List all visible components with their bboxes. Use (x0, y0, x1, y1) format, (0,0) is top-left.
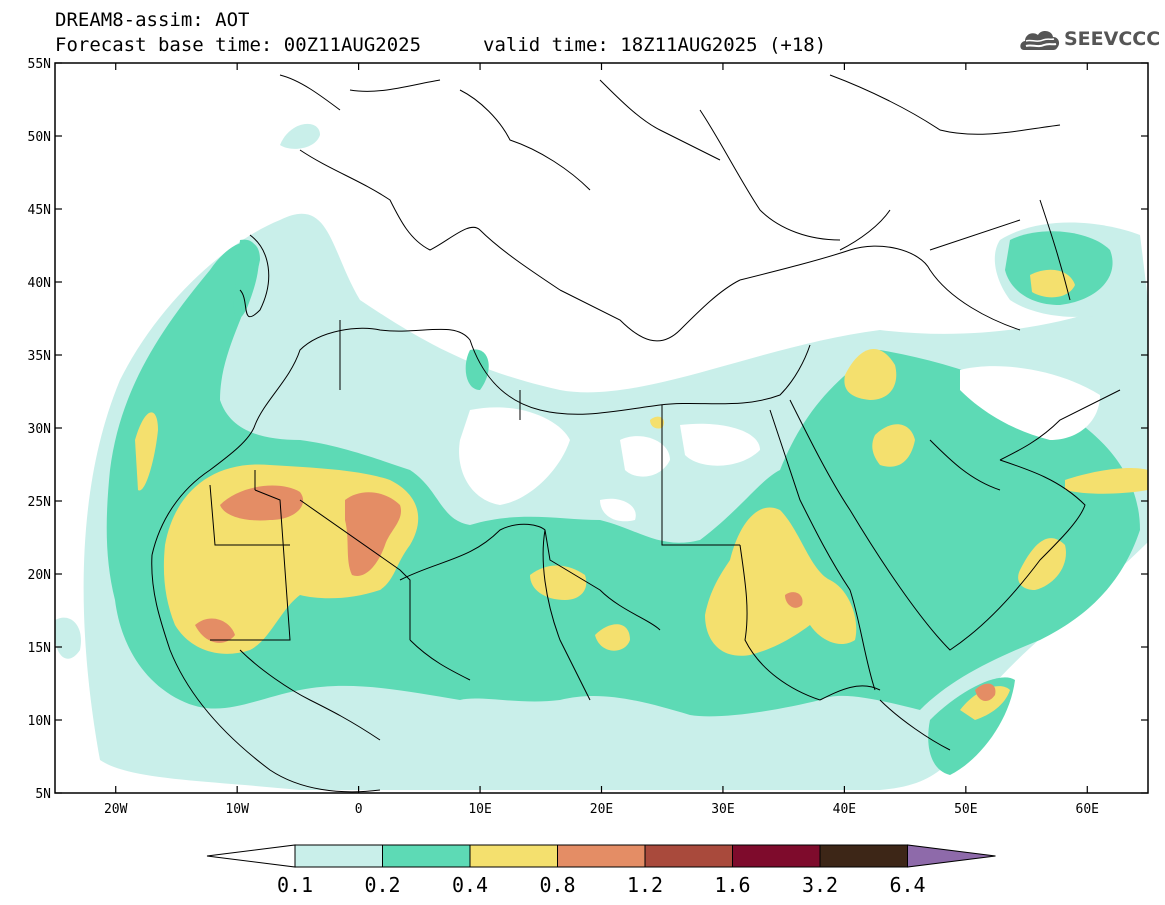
map-title: DREAM8-assim: AOT (55, 9, 250, 31)
colorbar-segment (644, 844, 733, 868)
colorbar-label: 1.2 (627, 873, 663, 897)
aot-fields (55, 123, 1148, 790)
colorbar-label: 0.4 (452, 873, 488, 897)
colorbar-label: 3.2 (802, 873, 838, 897)
lon-tick-label: 30E (711, 802, 734, 817)
lat-tick-label: 35N (28, 349, 51, 364)
colorbar-label: 0.8 (539, 873, 575, 897)
lat-tick-label: 45N (28, 203, 51, 218)
lon-tick-label: 10W (225, 802, 249, 817)
colorbar-lower-arrow (206, 844, 296, 868)
lat-tick-label: 10N (28, 714, 51, 729)
valid-time: valid time: 18Z11AUG2025 (+18) (483, 34, 827, 56)
lon-tick-label: 50E (954, 802, 977, 817)
colorbar-segment (382, 844, 471, 868)
aot-band-0.8 (195, 485, 996, 702)
lon-tick-label: 10E (468, 802, 491, 817)
colorbar-segment (469, 844, 558, 868)
lat-tick-label: 30N (28, 422, 51, 437)
colorbar-label: 0.1 (277, 873, 313, 897)
seevccc-logo: SEEVCCC (1018, 24, 1161, 58)
lon-tick-label: 40E (833, 802, 856, 817)
colorbar: 0.1 0.2 0.4 0.8 1.2 1.6 3.2 6.4 (206, 844, 996, 897)
colorbar-label: 6.4 (889, 873, 925, 897)
lat-tick-label: 25N (28, 495, 51, 510)
colorbar-label: 1.6 (714, 873, 750, 897)
lon-tick-label: 20W (104, 802, 128, 817)
colorbar-segment (732, 844, 821, 868)
lat-tick-label: 40N (28, 276, 51, 291)
latitude-axis: 55N 50N 45N 40N 35N 30N 25N 20N 15N 10N 5N (28, 57, 1148, 802)
lat-tick-label: 50N (28, 130, 51, 145)
lon-tick-label: 60E (1076, 802, 1099, 817)
colorbar-segment (557, 844, 646, 868)
forecast-base-time: Forecast base time: 00Z11AUG2025 (55, 34, 422, 56)
colorbar-segment (819, 844, 908, 868)
colorbar-upper-arrow (907, 844, 996, 868)
lat-tick-label: 5N (35, 787, 51, 802)
colorbar-label: 0.2 (364, 873, 400, 897)
lon-tick-label: 20E (590, 802, 613, 817)
colorbar-segment (294, 844, 383, 868)
coastlines-borders (151, 74, 1121, 793)
logo-text: SEEVCCC (1064, 28, 1161, 50)
longitude-axis: 20W 10W 0 10E 20E 30E 40E 50E 60E (104, 63, 1099, 817)
lat-tick-label: 55N (28, 57, 51, 72)
lon-tick-label: 0 (355, 802, 363, 817)
lat-tick-label: 15N (28, 641, 51, 656)
cloud-icon (1020, 31, 1060, 50)
aot-clear-areas (459, 366, 1100, 522)
lat-tick-label: 20N (28, 568, 51, 583)
